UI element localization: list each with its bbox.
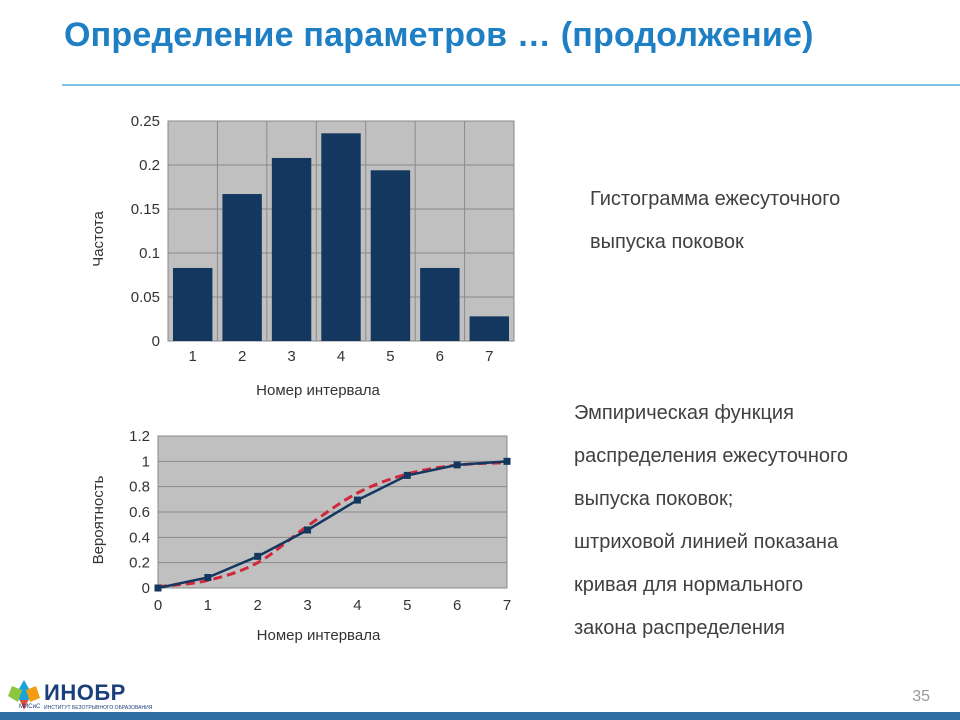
cdf-point-marker (254, 552, 262, 560)
histogram-y-tick-label: 0.05 (131, 289, 160, 306)
histogram-caption-line: выпуска поковок (590, 231, 744, 253)
cdf-x-axis-label: Номер интервала (257, 627, 381, 644)
title-divider (62, 84, 960, 86)
cdf-caption-line: выпуска поковок; (574, 488, 734, 510)
histogram-bar (222, 194, 262, 341)
cdf-x-tick-label: 3 (303, 597, 311, 614)
histogram-x-tick-label: 2 (238, 348, 246, 365)
cdf-x-tick-label: 0 (154, 597, 162, 614)
cdf-y-tick-label: 0 (142, 580, 150, 597)
histogram-bar (469, 316, 509, 341)
cdf-caption-line: распределения ежесуточного (574, 445, 848, 467)
histogram-y-tick-label: 0.25 (131, 113, 160, 130)
cdf-point-marker (503, 457, 511, 465)
cdf-point-marker (403, 471, 411, 479)
logo-name: ИНОБР (44, 680, 126, 705)
cdf-point-marker (304, 526, 312, 534)
cdf-caption: Эмпирическая функция распределения ежесу… (574, 392, 944, 650)
cdf-x-tick-label: 2 (254, 597, 262, 614)
cdf-x-tick-label: 5 (403, 597, 411, 614)
cdf-point-marker (204, 573, 212, 581)
histogram-x-tick-label: 5 (386, 348, 394, 365)
histogram-bar (173, 267, 213, 341)
cdf-caption-line: Эмпирическая функция (574, 402, 794, 424)
cdf-x-tick-label: 1 (204, 597, 212, 614)
cdf-x-tick-label: 6 (453, 597, 461, 614)
histogram-x-tick-label: 6 (436, 348, 444, 365)
cdf-empirical-line (157, 460, 508, 590)
cdf-y-tick-label: 0.2 (129, 555, 150, 572)
cdf-y-tick-label: 0.8 (129, 479, 150, 496)
slide-number: 35 (912, 688, 930, 705)
histogram-bar (370, 170, 411, 341)
bottom-bar (0, 712, 960, 720)
cdf-caption-line: кривая для нормального (574, 574, 804, 596)
histogram-x-tick-label: 4 (337, 348, 345, 365)
cdf-y-tick-label: 1.2 (129, 428, 150, 445)
slide-title: Определение параметров … (продолжение) (64, 16, 814, 54)
histogram-x-tick-label: 3 (287, 348, 295, 365)
cdf-point-marker (353, 496, 361, 504)
cdf-y-tick-label: 0.6 (129, 504, 150, 521)
histogram-x-tick-label: 7 (485, 348, 493, 365)
logo-prefix: МИСиС (19, 704, 41, 710)
histogram-bar (271, 157, 312, 341)
inobr-logo: ИНОБР МИСиС ИНСТИТУТ БЕЗОТРЫВНОГО ОБРАЗО… (6, 676, 152, 716)
cdf-caption-line: закона распределения (574, 617, 785, 639)
histogram-bar (420, 267, 460, 341)
histogram-x-axis-label: Номер интервала (256, 382, 380, 399)
cdf-y-tick-label: 0.4 (129, 529, 150, 546)
histogram-caption: Гистограмма ежесуточного выпуска поковок (590, 178, 930, 264)
histogram-y-tick-label: 0.1 (139, 245, 160, 262)
logo-subtitle: ИНСТИТУТ БЕЗОТРЫВНОГО ОБРАЗОВАНИЯ (44, 705, 153, 711)
cdf-caption-line: штриховой линией показана (574, 531, 839, 553)
cdf-point-marker (154, 584, 162, 592)
histogram-y-tick-label: 0.2 (139, 157, 160, 174)
histogram-y-tick-label: 0 (152, 333, 160, 350)
cdf-y-tick-label: 1 (142, 453, 150, 470)
histogram-caption-line: Гистограмма ежесуточного (590, 188, 841, 210)
logo-emblem-icon (8, 680, 40, 710)
histogram-bar (321, 133, 361, 341)
cdf-point-marker (453, 461, 461, 469)
cdf-x-tick-label: 4 (353, 597, 361, 614)
cdf-x-tick-label: 7 (503, 597, 511, 614)
histogram-y-axis-label: Частота (90, 211, 107, 267)
histogram-y-tick-label: 0.15 (131, 201, 160, 218)
cdf-y-axis-label: Вероятность (90, 475, 107, 564)
histogram-x-tick-label: 1 (189, 348, 197, 365)
